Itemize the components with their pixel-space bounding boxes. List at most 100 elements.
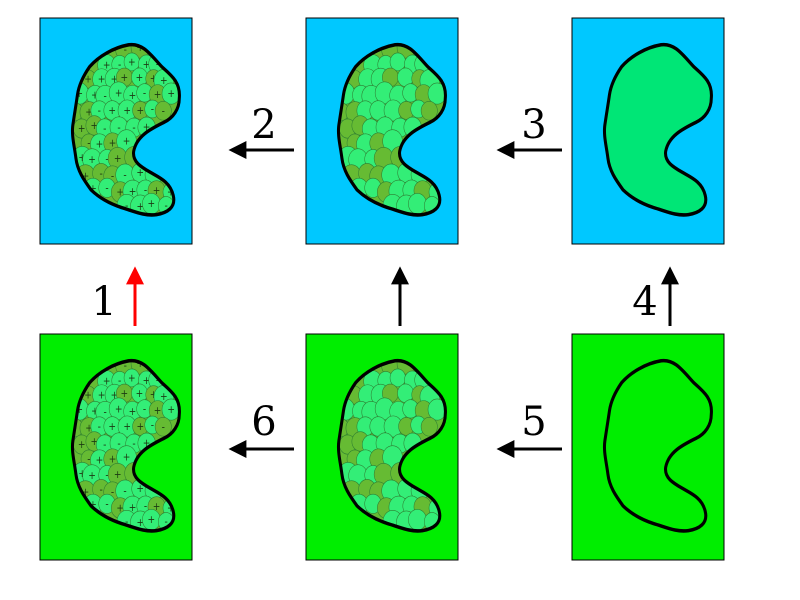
charge-mark: - <box>117 122 121 134</box>
charge-mark: + <box>82 171 90 183</box>
solute-group <box>602 358 713 533</box>
step-label-1: 1 <box>91 279 117 325</box>
charge-mark: + <box>89 184 97 196</box>
charge-mark: - <box>144 501 148 513</box>
charge-mark: - <box>103 91 107 103</box>
charge-mark: + <box>109 454 117 466</box>
panel-top-right <box>571 17 725 245</box>
solute-outline <box>336 42 447 217</box>
charge-mark: + <box>136 72 144 84</box>
charge-mark: + <box>128 57 136 69</box>
charge-mark: + <box>115 404 123 416</box>
charge-mark: + <box>148 515 156 527</box>
charge-mark: - <box>164 201 168 213</box>
charge-mark: - <box>87 138 91 150</box>
atom-sphere <box>408 192 427 215</box>
charge-mark: + <box>137 421 145 433</box>
charge-mark: + <box>121 72 129 84</box>
charge-mark: + <box>136 168 144 180</box>
charge-mark: + <box>91 90 99 102</box>
charge-mark: - <box>143 88 147 100</box>
solute-cavity-outline <box>602 358 713 533</box>
charge-mark: + <box>114 153 122 165</box>
charge-mark: + <box>103 376 111 388</box>
charge-mark: + <box>136 201 144 213</box>
charge-mark: + <box>129 186 137 198</box>
solute-group <box>336 358 447 533</box>
charge-mark: + <box>89 500 97 512</box>
charge-mark: - <box>99 168 103 180</box>
charge-mark: - <box>111 171 115 183</box>
charge-mark: + <box>128 373 136 385</box>
charge-mark: - <box>162 106 166 118</box>
charge-mark: + <box>123 452 131 464</box>
charge-mark: + <box>109 138 117 150</box>
charge-mark: - <box>105 499 109 511</box>
atom-sphere <box>420 417 438 437</box>
charge-mark: + <box>136 484 144 496</box>
charge-mark: + <box>84 74 92 86</box>
charge-mark: + <box>148 199 156 211</box>
charge-mark: - <box>117 438 121 450</box>
charge-mark: - <box>144 185 148 197</box>
charge-mark: + <box>96 139 104 151</box>
atom-sphere <box>420 101 438 121</box>
charge-mark: + <box>98 390 106 402</box>
charge-mark: - <box>105 154 109 166</box>
charge-mark: + <box>167 89 175 101</box>
charge-mark: + <box>85 423 93 435</box>
charge-mark: + <box>78 124 86 136</box>
charge-mark: + <box>114 469 122 481</box>
charge-mark: + <box>75 404 83 416</box>
charge-mark: + <box>123 136 131 148</box>
charge-mark: + <box>123 421 131 433</box>
atom-sphere <box>408 508 427 531</box>
charge-mark: - <box>124 44 128 56</box>
atom-sphere <box>154 417 172 437</box>
step-label-6: 6 <box>251 399 277 445</box>
charge-mark: + <box>137 105 145 117</box>
charge-mark: + <box>78 152 86 164</box>
charge-mark: + <box>88 471 96 483</box>
charge-mark: + <box>167 187 175 199</box>
charge-mark: + <box>160 392 168 404</box>
charge-mark: + <box>136 388 144 400</box>
charge-mark: + <box>91 406 99 418</box>
charge-mark: + <box>103 60 111 72</box>
charge-mark: + <box>75 88 83 100</box>
atom-sphere <box>154 101 172 121</box>
panels-layer: - ++ - + + -+ + + + + + ++ + - + + - + +- + - + + + - -+ + - - - +- + + +… <box>39 17 725 561</box>
charge-mark: + <box>136 359 144 371</box>
solute-outline <box>336 358 447 533</box>
charge-mark: + <box>78 440 86 452</box>
charge-mark: + <box>84 390 92 402</box>
panel-bottom-left: - ++ - + + -+ + + + + + ++ + - + + - + +- + - + + + - -+ + - - - +- + + +… <box>39 333 193 561</box>
charge-mark: + <box>129 406 137 418</box>
charge-mark: - <box>123 170 127 182</box>
charge-mark: + <box>108 421 116 433</box>
charge-mark: + <box>98 74 106 86</box>
charge-mark: + <box>136 517 144 529</box>
charge-mark: + <box>153 186 161 198</box>
charge-mark: + <box>143 375 151 387</box>
solute-group <box>602 42 713 217</box>
charge-mark: + <box>167 405 175 417</box>
charge-mark: - <box>105 183 109 195</box>
charge-mark: - <box>103 407 107 419</box>
panel-top-left: - ++ - + + -+ + + + + + ++ + - + + - + +- + - + + + - -+ + - - - +- + + +… <box>39 17 193 245</box>
solute-group: - ++ - + + -+ + + + + + ++ + - + + - + +- + - + + + - -+ + - - - +- + + +… <box>70 42 181 217</box>
solute-outline <box>70 358 181 533</box>
charge-mark: - <box>143 404 147 416</box>
atom-sphere <box>161 398 180 421</box>
charge-mark: - <box>111 487 115 499</box>
charge-mark: + <box>150 74 158 86</box>
atom-spheres <box>338 360 446 531</box>
charge-mark: - <box>151 420 155 432</box>
step-label-5: 5 <box>521 399 547 445</box>
charge-mark: + <box>160 76 168 88</box>
charge-mark: - <box>98 422 102 434</box>
charge-mark: + <box>167 503 175 515</box>
charge-mark: - <box>105 470 109 482</box>
charge-mark: - <box>103 440 107 452</box>
charge-mark: + <box>136 43 144 55</box>
